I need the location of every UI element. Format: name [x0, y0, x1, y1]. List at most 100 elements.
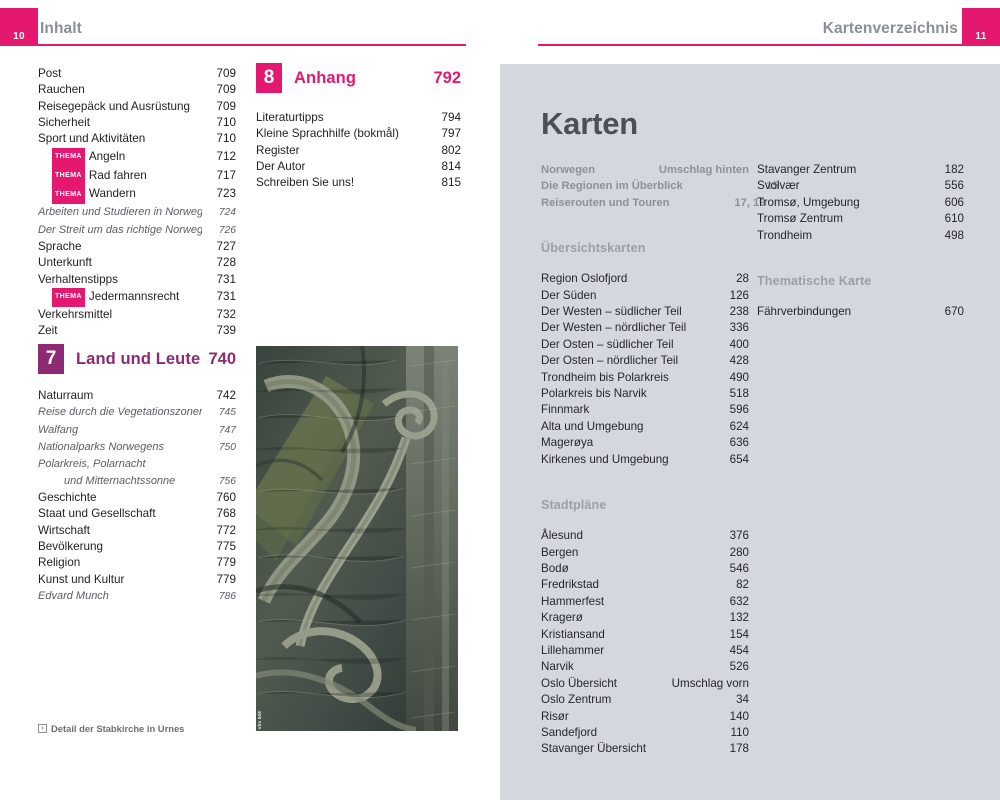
map-row[interactable]: Kragerø 132 — [541, 610, 749, 626]
map-row[interactable]: Finnmark 596 — [541, 402, 749, 418]
toc-row[interactable]: Zeit 739 — [38, 323, 236, 339]
chapter-7-header[interactable]: 7 Land und Leute 740 — [38, 343, 236, 375]
toc-list-chapter-8: Literaturtipps 794 Kleine Sprachhilfe (bok… — [256, 110, 461, 192]
toc-row[interactable]: Literaturtipps 794 — [256, 110, 461, 126]
toc-row[interactable]: Der Streit um das richtige Norwegisch 726 — [38, 222, 236, 239]
toc-row[interactable]: Register 802 — [256, 143, 461, 159]
map-row[interactable]: Der Westen – südlicher Teil 238 — [541, 304, 749, 320]
map-row-label: Trondheim — [757, 228, 812, 242]
toc-row[interactable]: Wirtschaft 772 — [38, 523, 236, 539]
toc-row[interactable]: Naturraum 742 — [38, 388, 236, 404]
toc-row-label-with-badge: THEMA Rad fahren — [38, 166, 202, 186]
toc-row-page: 731 — [216, 289, 236, 303]
toc-row[interactable]: Geschichte 760 — [38, 490, 236, 506]
map-row-label: Polarkreis bis Narvik — [541, 387, 647, 401]
map-row-label: Bodø — [541, 561, 569, 575]
map-row[interactable]: Alta und Umgebung 624 — [541, 419, 749, 435]
toc-row[interactable]: Arbeiten und Studieren in Norwegen 724 — [38, 204, 236, 221]
toc-row[interactable]: Bevölkerung 775 — [38, 539, 236, 555]
map-row[interactable]: Norwegen Umschlag hinten — [541, 162, 749, 178]
toc-row-page: 794 — [441, 111, 461, 124]
map-row-page: 140 — [729, 709, 749, 723]
toc-row-page: 802 — [441, 143, 461, 157]
toc-row[interactable]: Rauchen 709 — [38, 82, 236, 98]
map-row[interactable]: Stavanger Übersicht 178 — [541, 741, 749, 757]
map-row[interactable]: Der Westen – nördlicher Teil 336 — [541, 320, 749, 336]
toc-row[interactable]: Reise durch die Vegetationszonen 745 — [38, 404, 236, 421]
map-row[interactable]: Oslo Übersicht Umschlag vorn — [541, 676, 749, 692]
map-row[interactable]: Narvik 526 — [541, 659, 749, 675]
toc-row[interactable]: Nationalparks Norwegens 750 — [38, 439, 236, 456]
map-row-label: Region Oslofjord — [541, 272, 628, 286]
map-row[interactable]: Magerøya 636 — [541, 435, 749, 451]
map-row[interactable]: Trondheim 498 — [757, 228, 964, 244]
toc-row[interactable]: Kunst und Kultur 779 — [38, 572, 236, 588]
map-row[interactable]: Tromsø Zentrum 610 — [757, 211, 964, 227]
toc-row[interactable]: THEMA Jedermannsrecht 731 — [38, 287, 236, 307]
toc-row[interactable]: Unterkunft 728 — [38, 255, 236, 271]
map-row[interactable]: Bergen 280 — [541, 545, 749, 561]
map-row[interactable]: Die Regionen im Überblick 15 — [541, 178, 779, 194]
toc-row[interactable]: THEMA Angeln 712 — [38, 147, 236, 167]
map-row[interactable]: Kirkenes und Umgebung 654 — [541, 452, 749, 468]
header-rule-left — [38, 44, 466, 46]
toc-row[interactable]: Staat und Gesellschaft 768 — [38, 506, 236, 522]
map-row[interactable]: Kristiansand 154 — [541, 627, 749, 643]
toc-row[interactable]: Sport und Aktivitäten 710 — [38, 131, 236, 147]
map-row[interactable]: Sandefjord 110 — [541, 725, 749, 741]
toc-row[interactable]: Verkehrsmittel 732 — [38, 307, 236, 323]
toc-row[interactable]: Sicherheit 710 — [38, 115, 236, 131]
toc-row-label: Naturraum — [38, 389, 94, 402]
map-row-page: 670 — [944, 305, 964, 319]
map-row[interactable]: Der Osten – südlicher Teil 400 — [541, 337, 749, 353]
toc-row[interactable]: Polarkreis, Polarnacht — [38, 456, 236, 472]
toc-row[interactable]: Der Autor 814 — [256, 159, 461, 175]
map-row[interactable]: Lillehammer 454 — [541, 643, 749, 659]
map-row[interactable]: Svolvær 556 — [757, 178, 964, 194]
toc-row[interactable]: Edvard Munch 786 — [38, 588, 236, 605]
toc-row[interactable]: Religion 779 — [38, 555, 236, 571]
map-row[interactable]: Hammerfest 632 — [541, 594, 749, 610]
map-row[interactable]: Polarkreis bis Narvik 518 — [541, 386, 749, 402]
map-row-page: 17, 19 — [734, 196, 766, 209]
map-row-label: Reiserouten und Touren — [541, 196, 670, 209]
map-row-label: Der Westen – nördlicher Teil — [541, 321, 687, 335]
map-row[interactable]: Der Süden 126 — [541, 288, 749, 304]
map-row[interactable]: Der Osten – nördlicher Teil 428 — [541, 353, 749, 369]
chapter-8-header[interactable]: 8 Anhang 792 — [256, 62, 461, 94]
toc-row[interactable]: Sprache 727 — [38, 239, 236, 255]
map-row[interactable]: Oslo Zentrum 34 — [541, 692, 749, 708]
toc-row[interactable]: THEMA Rad fahren 717 — [38, 166, 236, 186]
toc-row[interactable]: Reisegepäck und Ausrüstung 709 — [38, 99, 236, 115]
toc-row-page: 732 — [216, 307, 236, 321]
map-row-page: 518 — [729, 387, 749, 401]
map-row-page: 526 — [729, 660, 749, 674]
map-row[interactable]: Risør 140 — [541, 709, 749, 725]
map-row[interactable]: Stavanger Zentrum 182 — [757, 162, 964, 178]
map-row-page: 556 — [944, 179, 964, 193]
toc-row-page: 756 — [218, 475, 236, 487]
section-heading-stadtplaene: Stadtpläne — [541, 498, 607, 513]
map-row[interactable]: Reiserouten und Touren 17, 19 — [541, 195, 765, 211]
map-row[interactable]: Ålesund 376 — [541, 528, 749, 544]
map-row[interactable]: Region Oslofjord 28 — [541, 271, 749, 287]
toc-row[interactable]: THEMA Wandern 723 — [38, 185, 236, 205]
map-row[interactable]: Fredrikstad 82 — [541, 577, 749, 593]
map-row[interactable]: Fährverbindungen 670 — [757, 304, 964, 320]
toc-row[interactable]: Verhaltenstipps 731 — [38, 272, 236, 288]
toc-row[interactable]: Post 709 — [38, 66, 236, 82]
toc-row-page: 739 — [216, 324, 236, 338]
toc-row[interactable]: Walfang 747 — [38, 422, 236, 439]
map-row-page: 498 — [944, 228, 964, 242]
toc-row-page: 786 — [218, 591, 236, 603]
overview-rows: Norwegen Umschlag hinten Die Regionen im Ü… — [541, 162, 779, 211]
map-row[interactable]: Bodø 546 — [541, 561, 749, 577]
toc-row[interactable]: Kleine Sprachhilfe (bokmål) 797 — [256, 126, 461, 142]
map-row[interactable]: Trondheim bis Polarkreis 490 — [541, 370, 749, 386]
toc-row-page: 775 — [216, 540, 236, 554]
map-row[interactable]: Tromsø, Umgebung 606 — [757, 195, 964, 211]
toc-row[interactable]: und Mitternachtssonne 756 — [38, 473, 236, 490]
stadtplaene-list: Ålesund 376 Bergen 280 Bodø 546 Fredrikstad 82 H… — [541, 528, 749, 758]
map-row-page: 546 — [729, 561, 749, 575]
toc-row[interactable]: Schreiben Sie uns! 815 — [256, 175, 461, 191]
